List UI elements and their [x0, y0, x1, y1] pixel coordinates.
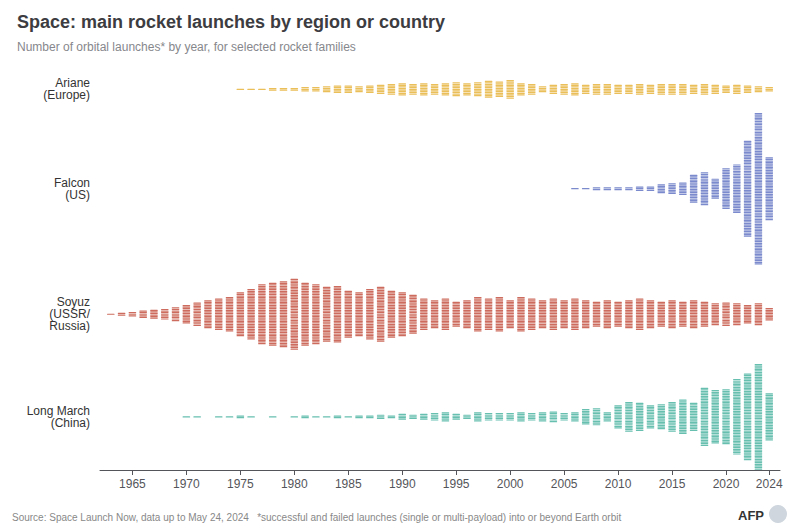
svg-text:1980: 1980 — [281, 477, 308, 491]
svg-text:1965: 1965 — [119, 477, 146, 491]
svg-text:2020: 2020 — [713, 477, 740, 491]
svg-text:Falcon: Falcon — [54, 175, 90, 190]
svg-text:1985: 1985 — [335, 477, 362, 491]
svg-text:1970: 1970 — [173, 477, 200, 491]
svg-text:Source: Space Launch Now, data: Source: Space Launch Now, data up to May… — [12, 512, 621, 523]
svg-text:2015: 2015 — [659, 477, 686, 491]
svg-text:Ariane: Ariane — [55, 76, 90, 91]
svg-text:2010: 2010 — [605, 477, 632, 491]
svg-text:Soyuz: Soyuz — [56, 295, 90, 310]
svg-text:AFP: AFP — [738, 508, 764, 523]
svg-text:1975: 1975 — [227, 477, 254, 491]
svg-text:Russia): Russia) — [49, 319, 90, 333]
svg-text:Space: main rocket launches by: Space: main rocket launches by region or… — [17, 12, 445, 32]
svg-text:Number of orbital launches* by: Number of orbital launches* by year, for… — [17, 40, 356, 54]
svg-text:2005: 2005 — [551, 477, 578, 491]
svg-text:(USSR/: (USSR/ — [49, 307, 90, 322]
svg-text:(US): (US) — [65, 188, 90, 202]
svg-text:Long March: Long March — [26, 404, 90, 418]
svg-text:2024: 2024 — [756, 477, 783, 491]
svg-text:(Europe): (Europe) — [43, 88, 90, 102]
svg-text:(China): (China) — [51, 416, 90, 430]
svg-text:1990: 1990 — [389, 477, 416, 491]
svg-text:1995: 1995 — [443, 477, 470, 491]
svg-text:2000: 2000 — [497, 477, 524, 491]
